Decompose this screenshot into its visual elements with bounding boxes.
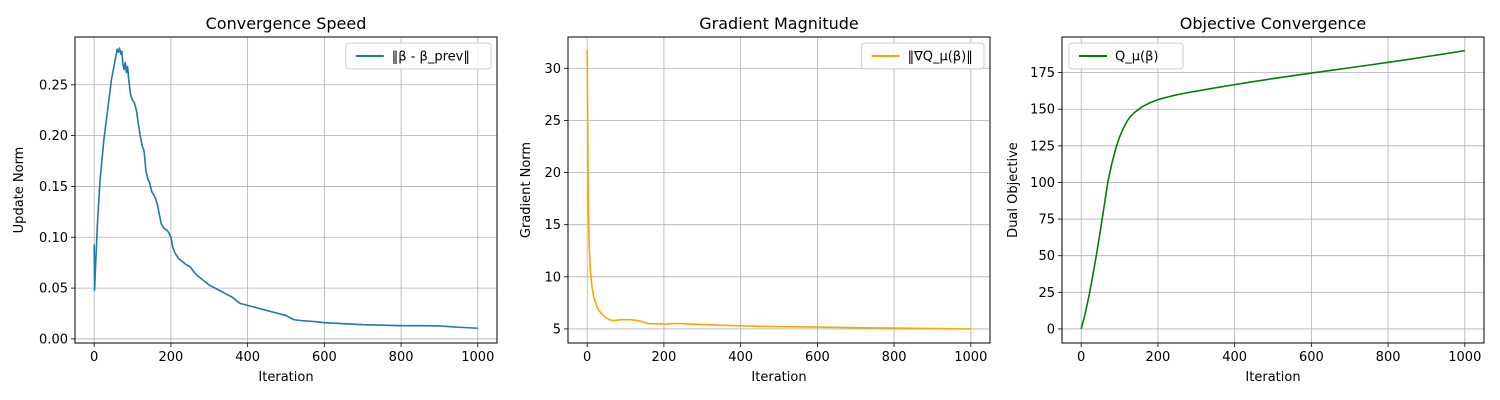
panel-convergence-speed: 0 200 400 600 800 1000 0.00 0.05 0.10 0.15 0.20 0.2… bbox=[12, 14, 498, 385]
legend-label: Q_μ(β) bbox=[1115, 50, 1158, 65]
y-axis-label: Update Norm bbox=[12, 147, 27, 234]
x-tick-label: 200 bbox=[158, 350, 183, 365]
x-tick-label: 400 bbox=[235, 350, 260, 365]
y-tick-label: 30 bbox=[544, 62, 561, 77]
y-tick-label: 100 bbox=[1030, 176, 1055, 191]
x-tick-label: 800 bbox=[882, 350, 907, 365]
y-tick-label: 25 bbox=[544, 114, 561, 129]
x-tick-label: 0 bbox=[583, 350, 591, 365]
y-tick-label: 125 bbox=[1030, 139, 1055, 154]
legend: ‖∇Q_μ(β)‖ bbox=[861, 42, 985, 70]
axes-frame bbox=[567, 36, 991, 344]
x-tick-label: 0 bbox=[1077, 350, 1085, 365]
panel-gradient-magnitude: 0 200 400 600 800 1000 5 10 15 20 25 30 Gradient Ma… bbox=[519, 14, 991, 385]
x-tick-label: 400 bbox=[1222, 350, 1247, 365]
y-tick-label: 0.00 bbox=[39, 332, 68, 347]
x-tick-label: 200 bbox=[1145, 350, 1170, 365]
y-tick-label: 0 bbox=[1047, 322, 1055, 337]
x-tick-label: 1000 bbox=[461, 350, 494, 365]
x-tick-label: 800 bbox=[389, 350, 414, 365]
chart-title: Objective Convergence bbox=[1180, 14, 1366, 33]
x-tick-label: 200 bbox=[651, 350, 676, 365]
y-tick-label: 25 bbox=[1038, 286, 1055, 301]
y-tick-label: 175 bbox=[1030, 66, 1055, 81]
y-tick-label: 0.10 bbox=[39, 231, 68, 246]
chart-title: Gradient Magnitude bbox=[699, 14, 859, 33]
legend: Q_μ(β) bbox=[1068, 42, 1184, 70]
axes-frame bbox=[74, 36, 498, 344]
x-tick-label: 600 bbox=[312, 350, 337, 365]
legend-box bbox=[345, 42, 492, 70]
y-tick-label: 150 bbox=[1030, 103, 1055, 118]
y-tick-label: 0.25 bbox=[39, 78, 68, 93]
y-tick-label: 0.15 bbox=[39, 180, 68, 195]
panel-objective-convergence: 0 200 400 600 800 1000 0 25 50 75 100 125 150 175 Obj… bbox=[1006, 14, 1485, 385]
axes-frame bbox=[1061, 36, 1485, 344]
legend-box bbox=[1068, 42, 1184, 70]
x-tick-label: 0 bbox=[90, 350, 98, 365]
y-axis-label: Dual Objective bbox=[1006, 142, 1021, 238]
x-axis-label: Iteration bbox=[751, 370, 806, 385]
y-tick-label: 75 bbox=[1038, 213, 1055, 228]
x-tick-label: 1000 bbox=[954, 350, 987, 365]
series-line bbox=[1080, 49, 1465, 330]
y-tick-label: 10 bbox=[544, 270, 561, 285]
y-tick-label: 5 bbox=[553, 322, 561, 337]
series-line bbox=[586, 49, 971, 330]
legend: ‖β - β_prev‖ bbox=[345, 42, 492, 70]
y-tick-label: 20 bbox=[544, 166, 561, 181]
y-tick-label: 0.05 bbox=[39, 282, 68, 297]
y-axis-label: Gradient Norm bbox=[519, 142, 534, 238]
x-tick-label: 600 bbox=[805, 350, 830, 365]
legend-label: ‖∇Q_μ(β)‖ bbox=[908, 50, 973, 65]
series-line bbox=[93, 47, 478, 330]
chart-title: Convergence Speed bbox=[206, 14, 367, 33]
legend-label: ‖β - β_prev‖ bbox=[392, 50, 470, 65]
x-tick-label: 400 bbox=[728, 350, 753, 365]
x-axis-label: Iteration bbox=[258, 370, 313, 385]
x-tick-label: 800 bbox=[1376, 350, 1401, 365]
legend-box bbox=[861, 42, 985, 70]
x-tick-label: 1000 bbox=[1448, 350, 1481, 365]
x-axis-label: Iteration bbox=[1245, 370, 1300, 385]
x-tick-label: 600 bbox=[1299, 350, 1324, 365]
y-tick-label: 15 bbox=[544, 218, 561, 233]
y-tick-label: 0.20 bbox=[39, 129, 68, 144]
y-tick-label: 50 bbox=[1038, 249, 1055, 264]
